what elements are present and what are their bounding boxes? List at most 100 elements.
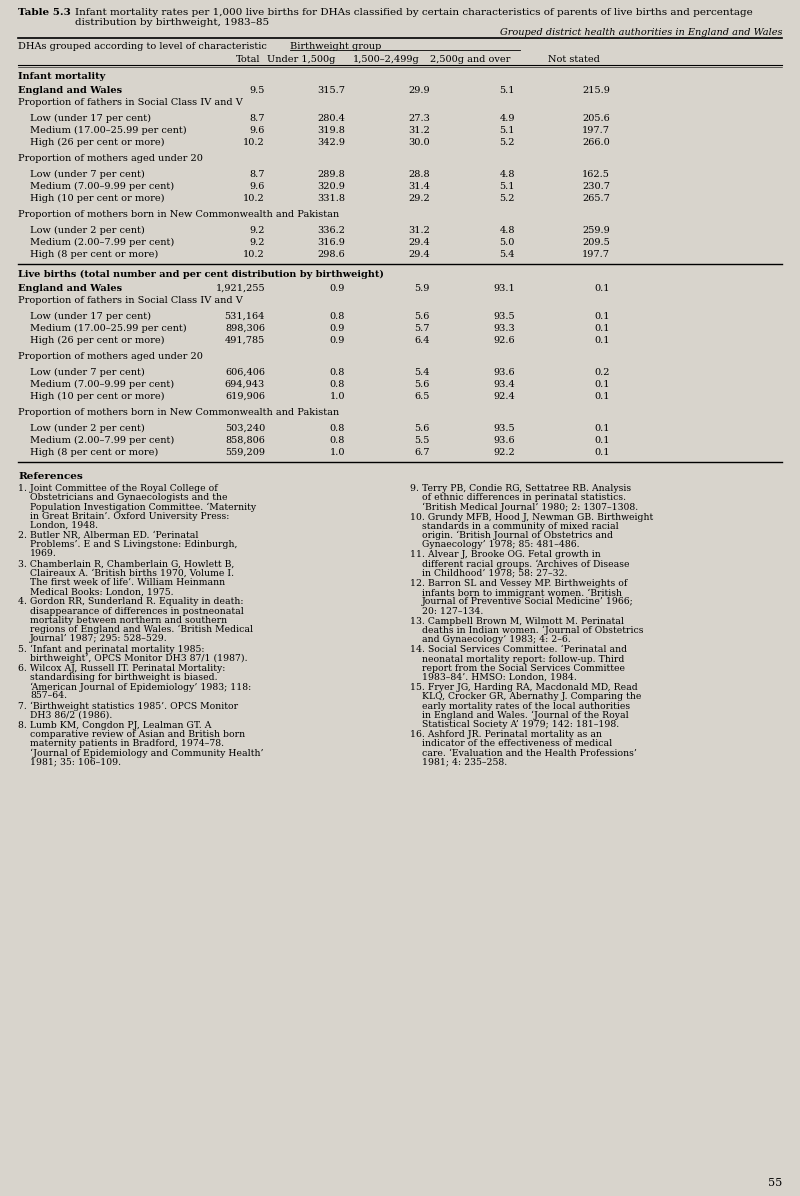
Text: care. ‘Evaluation and the Health Professions’: care. ‘Evaluation and the Health Profess… bbox=[422, 749, 637, 757]
Text: 10.2: 10.2 bbox=[243, 250, 265, 260]
Text: The first week of life’. William Heinmann: The first week of life’. William Heinman… bbox=[30, 578, 225, 587]
Text: 5. ‘Infant and perinatal mortality 1985:: 5. ‘Infant and perinatal mortality 1985: bbox=[18, 645, 205, 654]
Text: 606,406: 606,406 bbox=[225, 368, 265, 377]
Text: 4.8: 4.8 bbox=[499, 226, 515, 234]
Text: 162.5: 162.5 bbox=[582, 170, 610, 179]
Text: Total: Total bbox=[235, 55, 260, 65]
Text: 9.2: 9.2 bbox=[250, 238, 265, 248]
Text: 209.5: 209.5 bbox=[582, 238, 610, 248]
Text: High (8 per cent or more): High (8 per cent or more) bbox=[30, 250, 158, 260]
Text: indicator of the effectiveness of medical: indicator of the effectiveness of medica… bbox=[422, 739, 612, 749]
Text: 503,240: 503,240 bbox=[225, 425, 265, 433]
Text: 0.1: 0.1 bbox=[594, 324, 610, 332]
Text: 5.6: 5.6 bbox=[414, 312, 430, 321]
Text: of ethnic differences in perinatal statistics.: of ethnic differences in perinatal stati… bbox=[422, 493, 626, 502]
Text: 5.5: 5.5 bbox=[414, 437, 430, 445]
Text: Medium (7.00–9.99 per cent): Medium (7.00–9.99 per cent) bbox=[30, 380, 174, 389]
Text: Journal’ 1987; 295: 528–529.: Journal’ 1987; 295: 528–529. bbox=[30, 634, 168, 643]
Text: 31.2: 31.2 bbox=[408, 226, 430, 234]
Text: Table 5.3: Table 5.3 bbox=[18, 8, 70, 17]
Text: 694,943: 694,943 bbox=[225, 380, 265, 389]
Text: England and Wales: England and Wales bbox=[18, 86, 122, 94]
Text: Population Investigation Committee. ‘Maternity: Population Investigation Committee. ‘Mat… bbox=[30, 502, 256, 512]
Text: 319.8: 319.8 bbox=[317, 126, 345, 135]
Text: Medium (17.00–25.99 per cent): Medium (17.00–25.99 per cent) bbox=[30, 126, 186, 135]
Text: 5.6: 5.6 bbox=[414, 380, 430, 389]
Text: 27.3: 27.3 bbox=[408, 114, 430, 123]
Text: Problems’. E and S Livingstone: Edinburgh,: Problems’. E and S Livingstone: Edinburg… bbox=[30, 541, 238, 549]
Text: disappearance of differences in postneonatal: disappearance of differences in postneon… bbox=[30, 606, 244, 616]
Text: ‘Journal of Epidemiology and Community Health’: ‘Journal of Epidemiology and Community H… bbox=[30, 749, 263, 758]
Text: 8.7: 8.7 bbox=[250, 170, 265, 179]
Text: Low (under 2 per cent): Low (under 2 per cent) bbox=[30, 425, 145, 433]
Text: 491,785: 491,785 bbox=[225, 336, 265, 344]
Text: DHAs grouped according to level of characteristic: DHAs grouped according to level of chara… bbox=[18, 42, 267, 51]
Text: 93.6: 93.6 bbox=[494, 437, 515, 445]
Text: 5.2: 5.2 bbox=[499, 138, 515, 147]
Text: 6.4: 6.4 bbox=[414, 336, 430, 344]
Text: mortality between northern and southern: mortality between northern and southern bbox=[30, 616, 227, 624]
Text: 11. Alvear J, Brooke OG. Fetal growth in: 11. Alvear J, Brooke OG. Fetal growth in bbox=[410, 550, 601, 560]
Text: 259.9: 259.9 bbox=[582, 226, 610, 234]
Text: and Gynaecology’ 1983; 4: 2–6.: and Gynaecology’ 1983; 4: 2–6. bbox=[422, 635, 570, 645]
Text: 289.8: 289.8 bbox=[318, 170, 345, 179]
Text: 315.7: 315.7 bbox=[317, 86, 345, 94]
Text: 0.2: 0.2 bbox=[594, 368, 610, 377]
Text: 0.1: 0.1 bbox=[594, 425, 610, 433]
Text: 6. Wilcox AJ, Russell IT. Perinatal Mortality:: 6. Wilcox AJ, Russell IT. Perinatal Mort… bbox=[18, 664, 226, 673]
Text: Low (under 17 per cent): Low (under 17 per cent) bbox=[30, 114, 151, 123]
Text: neonatal mortality report: follow-up. Third: neonatal mortality report: follow-up. Th… bbox=[422, 654, 624, 664]
Text: Infant mortality rates per 1,000 live births for DHAs classified by certain char: Infant mortality rates per 1,000 live bi… bbox=[75, 8, 753, 28]
Text: maternity patients in Bradford, 1974–78.: maternity patients in Bradford, 1974–78. bbox=[30, 739, 224, 749]
Text: standardising for birthweight is biased.: standardising for birthweight is biased. bbox=[30, 673, 218, 682]
Text: 20: 127–134.: 20: 127–134. bbox=[422, 606, 483, 616]
Text: 8.7: 8.7 bbox=[250, 114, 265, 123]
Text: 9.6: 9.6 bbox=[250, 182, 265, 191]
Text: 1.0: 1.0 bbox=[330, 392, 345, 401]
Text: 6.5: 6.5 bbox=[414, 392, 430, 401]
Text: 197.7: 197.7 bbox=[582, 250, 610, 260]
Text: 559,209: 559,209 bbox=[225, 448, 265, 457]
Text: 531,164: 531,164 bbox=[225, 312, 265, 321]
Text: KLQ, Crocker GR, Abernathy J. Comparing the: KLQ, Crocker GR, Abernathy J. Comparing … bbox=[422, 692, 642, 701]
Text: 29.4: 29.4 bbox=[408, 250, 430, 260]
Text: 0.9: 0.9 bbox=[330, 283, 345, 293]
Text: 619,906: 619,906 bbox=[225, 392, 265, 401]
Text: 31.4: 31.4 bbox=[408, 182, 430, 191]
Text: 9.2: 9.2 bbox=[250, 226, 265, 234]
Text: Proportion of mothers aged under 20: Proportion of mothers aged under 20 bbox=[18, 154, 203, 163]
Text: 331.8: 331.8 bbox=[317, 194, 345, 203]
Text: 10. Grundy MFB, Hood J, Newman GB. Birthweight: 10. Grundy MFB, Hood J, Newman GB. Birth… bbox=[410, 513, 654, 521]
Text: 10.2: 10.2 bbox=[243, 138, 265, 147]
Text: 205.6: 205.6 bbox=[582, 114, 610, 123]
Text: 1969.: 1969. bbox=[30, 549, 57, 559]
Text: Proportion of fathers in Social Class IV and V: Proportion of fathers in Social Class IV… bbox=[18, 295, 242, 305]
Text: Live births (total number and per cent distribution by birthweight): Live births (total number and per cent d… bbox=[18, 270, 384, 279]
Text: Low (under 17 per cent): Low (under 17 per cent) bbox=[30, 312, 151, 321]
Text: 265.7: 265.7 bbox=[582, 194, 610, 203]
Text: 0.1: 0.1 bbox=[594, 392, 610, 401]
Text: 5.4: 5.4 bbox=[499, 250, 515, 260]
Text: 898,306: 898,306 bbox=[225, 324, 265, 332]
Text: Proportion of mothers born in New Commonwealth and Pakistan: Proportion of mothers born in New Common… bbox=[18, 210, 339, 219]
Text: Infant mortality: Infant mortality bbox=[18, 72, 106, 81]
Text: 5.1: 5.1 bbox=[499, 182, 515, 191]
Text: 197.7: 197.7 bbox=[582, 126, 610, 135]
Text: 5.7: 5.7 bbox=[414, 324, 430, 332]
Text: Medium (2.00–7.99 per cent): Medium (2.00–7.99 per cent) bbox=[30, 437, 174, 445]
Text: 316.9: 316.9 bbox=[317, 238, 345, 248]
Text: 5.1: 5.1 bbox=[499, 126, 515, 135]
Text: 5.9: 5.9 bbox=[414, 283, 430, 293]
Text: 29.4: 29.4 bbox=[408, 238, 430, 248]
Text: 0.9: 0.9 bbox=[330, 324, 345, 332]
Text: Statistical Society A’ 1979; 142: 181–198.: Statistical Society A’ 1979; 142: 181–19… bbox=[422, 720, 619, 730]
Text: Claireaux A. ‘British births 1970, Volume I.: Claireaux A. ‘British births 1970, Volum… bbox=[30, 569, 234, 578]
Text: 93.5: 93.5 bbox=[494, 425, 515, 433]
Text: Medium (17.00–25.99 per cent): Medium (17.00–25.99 per cent) bbox=[30, 324, 186, 334]
Text: High (10 per cent or more): High (10 per cent or more) bbox=[30, 194, 165, 203]
Text: 29.2: 29.2 bbox=[408, 194, 430, 203]
Text: 55: 55 bbox=[768, 1178, 782, 1188]
Text: Proportion of mothers born in New Commonwealth and Pakistan: Proportion of mothers born in New Common… bbox=[18, 408, 339, 417]
Text: 15. Fryer JG, Harding RA, Macdonald MD, Read: 15. Fryer JG, Harding RA, Macdonald MD, … bbox=[410, 683, 638, 692]
Text: 1. Joint Committee of the Royal College of: 1. Joint Committee of the Royal College … bbox=[18, 484, 218, 493]
